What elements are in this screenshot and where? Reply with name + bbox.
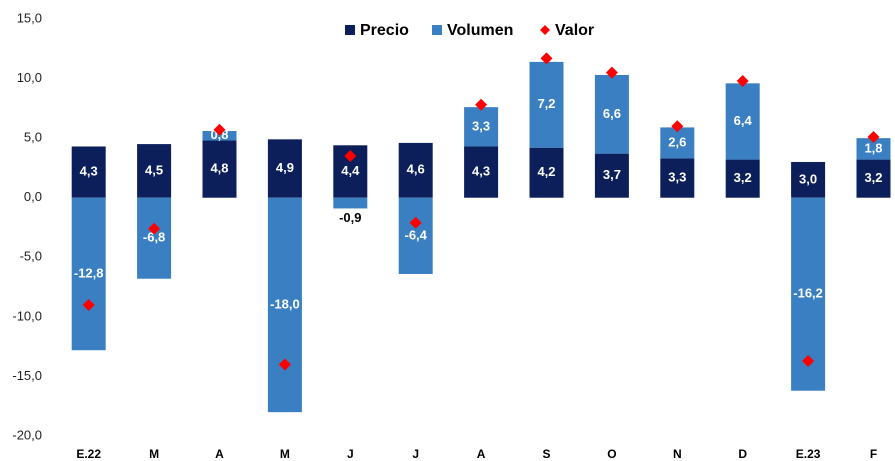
x-tick-label: N [673, 447, 682, 461]
y-tick-label: -15,0 [12, 368, 42, 383]
legend-label: Valor [555, 22, 594, 39]
y-tick-label: -10,0 [12, 308, 42, 323]
x-tick-label: J [347, 447, 354, 461]
data-label: 4,9 [276, 160, 294, 175]
data-label: 7,2 [537, 96, 555, 111]
x-tick-label: M [149, 447, 159, 461]
marker [802, 354, 815, 367]
data-label: 4,6 [407, 162, 425, 177]
marker [213, 123, 226, 136]
legend-label: Precio [360, 22, 409, 39]
data-label: 3,0 [799, 171, 817, 186]
marker [409, 216, 422, 229]
data-label: -6,4 [404, 227, 427, 242]
bar [594, 153, 629, 198]
data-label: 3,2 [734, 170, 752, 185]
bar [464, 107, 499, 147]
bar [660, 158, 695, 198]
data-label: -12,8 [74, 265, 104, 280]
bar [137, 144, 172, 198]
data-label: -18,0 [270, 296, 300, 311]
bar [267, 197, 302, 413]
marker [540, 52, 553, 65]
x-tick-label: M [280, 447, 290, 461]
y-tick-label: -5,0 [20, 249, 42, 264]
bar [137, 197, 172, 279]
y-tick-label: -20,0 [12, 427, 42, 442]
data-label: -6,8 [143, 230, 165, 245]
x-tick-label: A [477, 447, 486, 461]
data-label: 4,8 [210, 161, 228, 176]
bar [464, 146, 499, 198]
bar [594, 74, 629, 154]
bar [725, 83, 760, 160]
data-label: 4,3 [472, 164, 490, 179]
data-label: 1,8 [864, 140, 882, 155]
marker [278, 358, 291, 371]
data-label: 3,3 [472, 118, 490, 133]
y-tick-label: 0,0 [24, 189, 42, 204]
legend-key [540, 25, 550, 35]
bar [529, 61, 564, 148]
marker [475, 98, 488, 111]
data-label: -0,9 [339, 210, 361, 225]
bar [856, 159, 891, 198]
marker [82, 298, 95, 311]
marker [867, 130, 880, 143]
bar [791, 161, 826, 198]
bar [71, 197, 106, 351]
marker [148, 222, 161, 235]
bar [660, 127, 695, 159]
x-tick-label: F [870, 447, 877, 461]
data-label: 4,5 [145, 162, 163, 177]
legend-key [345, 25, 355, 35]
data-label: 6,4 [734, 113, 753, 128]
x-tick-label: D [738, 447, 747, 461]
y-tick-label: 10,0 [17, 70, 42, 85]
data-label: -16,2 [793, 286, 823, 301]
x-tick-label: S [542, 447, 550, 461]
y-tick-label: 5,0 [24, 130, 42, 145]
bar [202, 140, 237, 198]
data-label: 4,2 [537, 164, 555, 179]
x-tick-label: J [412, 447, 419, 461]
legend-key [432, 25, 442, 35]
marker [605, 66, 618, 79]
bar [398, 197, 433, 274]
data-label: 4,3 [80, 164, 98, 179]
marker [344, 150, 357, 163]
marker [671, 120, 684, 133]
bar [267, 139, 302, 198]
data-label: 3,2 [864, 170, 882, 185]
bar [71, 146, 106, 198]
data-label: 3,7 [603, 167, 621, 182]
bar [333, 197, 368, 209]
bar [398, 142, 433, 198]
data-label: 4,4 [341, 163, 360, 178]
data-label: 6,6 [603, 106, 621, 121]
x-tick-label: E.22 [76, 447, 101, 461]
marker [736, 74, 749, 87]
data-label: 3,3 [668, 169, 686, 184]
bar [725, 159, 760, 198]
bar [856, 138, 891, 160]
data-label: 2,6 [668, 134, 686, 149]
x-tick-label: A [215, 447, 224, 461]
bar [529, 147, 564, 198]
y-tick-label: 15,0 [17, 10, 42, 25]
x-tick-label: O [607, 447, 616, 461]
x-tick-label: E.23 [796, 447, 821, 461]
legend-label: Volumen [447, 22, 513, 39]
